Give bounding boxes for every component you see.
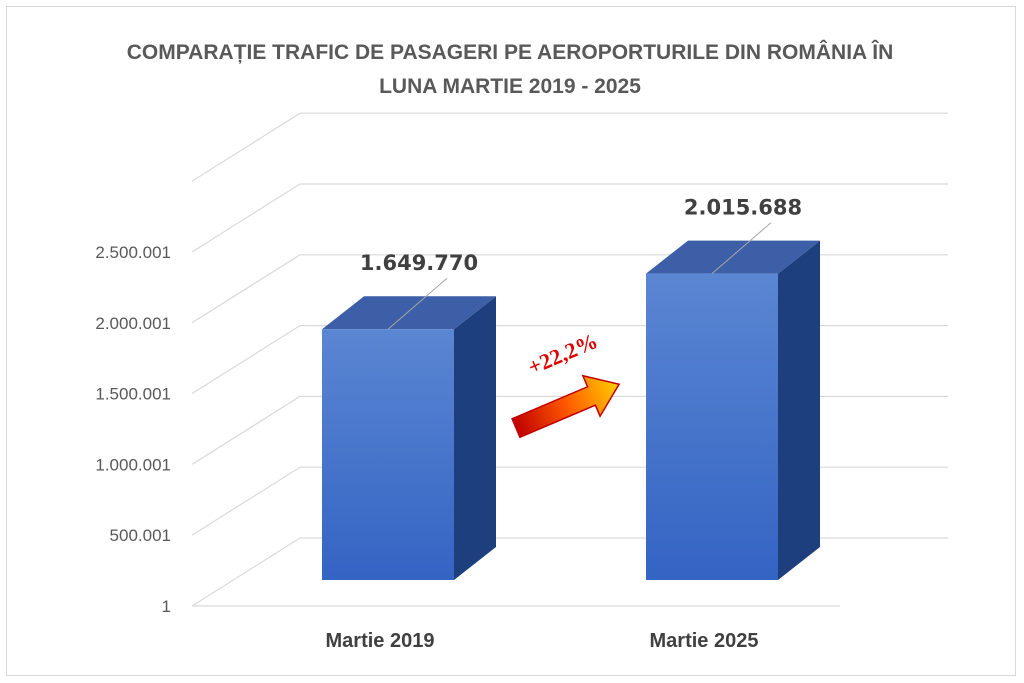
bar-side — [454, 296, 496, 580]
leader-line — [711, 222, 772, 274]
arrow-shape — [511, 374, 621, 439]
gridline — [191, 537, 301, 607]
gridline — [191, 325, 301, 395]
y-tick-label: 500.001 — [110, 526, 171, 545]
y-tick-label: 2.500.001 — [95, 243, 171, 262]
data-label: 1.649.770 — [360, 251, 478, 275]
y-tick-label: 2.000.001 — [95, 314, 171, 333]
gridline — [191, 254, 301, 324]
bar — [322, 329, 454, 580]
x-tick-label: Martie 2019 — [326, 630, 435, 652]
chart-frame — [6, 6, 1016, 676]
bar-side — [778, 240, 820, 580]
gridline — [191, 466, 301, 536]
gridline — [191, 183, 301, 253]
y-tick-label: 1.500.001 — [95, 385, 171, 404]
x-tick-label: Martie 2025 — [650, 630, 759, 652]
bar — [646, 273, 778, 580]
chart-title: COMPARAȚIE TRAFIC DE PASAGERI PE AEROPOR… — [126, 41, 894, 98]
y-tick-label: 1 — [162, 597, 171, 616]
data-label: 2.015.688 — [684, 196, 802, 220]
growth-arrow — [511, 374, 621, 439]
leader-line — [387, 277, 448, 330]
growth-annotation: +22,2% — [524, 328, 601, 380]
gridline — [191, 395, 301, 465]
y-tick-label: 1.000.001 — [95, 455, 171, 474]
bar-top — [322, 296, 496, 330]
gridline — [191, 112, 301, 182]
bar-top — [646, 240, 820, 274]
